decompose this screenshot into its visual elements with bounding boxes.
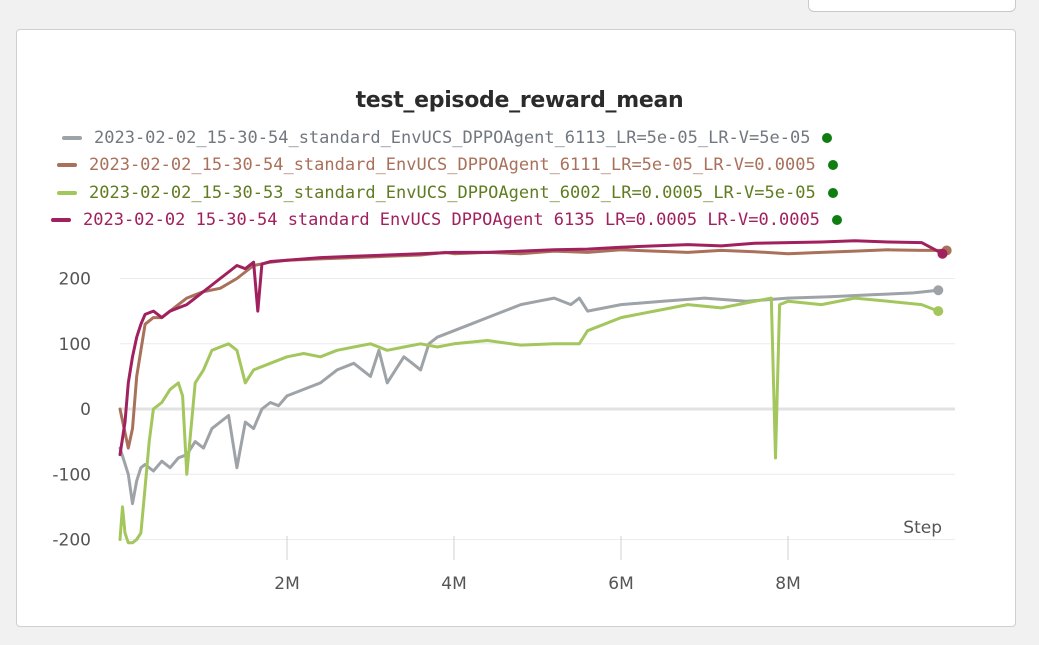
y-tick-label: 100	[59, 335, 91, 355]
legend-entry-run-6111[interactable]: 2023-02-02_15-30-54_standard_EnvUCS_DPPO…	[57, 155, 838, 175]
x-tick-label: 8M	[775, 574, 800, 594]
x-tick-label: 2M	[274, 574, 299, 594]
legend-entry-run-6002[interactable]: 2023-02-02_15-30-53_standard_EnvUCS_DPPO…	[57, 183, 838, 203]
legend-swatch-run-6135	[51, 218, 71, 222]
legend-label-run-6113: 2023-02-02_15-30-54_standard_EnvUCS_DPPO…	[94, 128, 811, 148]
series-line-3	[118, 239, 944, 457]
legend-status-dot-run-6111	[827, 160, 838, 170]
series-endpoints	[933, 245, 952, 317]
chart-legend: 2023-02-02_15-30-54_standard_EnvUCS_DPPO…	[0, 0, 1039, 240]
series-line-2	[118, 296, 940, 545]
top-tab-edge	[808, 0, 1016, 12]
x-tick-label: 4M	[441, 574, 466, 594]
series-line-1	[118, 248, 949, 450]
series-endpoint-3	[937, 248, 948, 259]
chart-title: test_episode_reward_mean	[355, 88, 684, 113]
legend-label-run-6002: 2023-02-02_15-30-53_standard_EnvUCS_DPPO…	[89, 183, 816, 203]
series-line-0	[118, 288, 940, 506]
legend-label-run-6111: 2023-02-02_15-30-54_standard_EnvUCS_DPPO…	[89, 155, 816, 175]
legend-swatch-run-6002	[57, 191, 77, 195]
legend-swatch-run-6111	[57, 163, 77, 167]
legend-entry-run-6135[interactable]: 2023-02-02 15-30-54 standard EnvUCS DPPO…	[51, 210, 842, 230]
axes: -200 -100 0 100 200 2M 4M 6M 8M Step	[52, 270, 942, 595]
legend-swatch-run-6113	[62, 136, 82, 140]
gridlines	[120, 278, 955, 540]
series-endpoint-2	[933, 306, 944, 317]
y-tick-label: 200	[59, 270, 91, 290]
legend-status-dot-run-6135	[831, 215, 842, 225]
chart-panel	[16, 29, 1016, 627]
y-tick-label: -100	[52, 465, 91, 485]
legend-label-run-6135: 2023-02-02 15-30-54 standard EnvUCS DPPO…	[83, 210, 820, 230]
legend-status-dot-run-6113	[822, 133, 833, 143]
legend-entry-run-6113[interactable]: 2023-02-02_15-30-54_standard_EnvUCS_DPPO…	[62, 128, 833, 148]
legend-status-dot-run-6002	[827, 188, 838, 198]
series-endpoint-0	[933, 285, 944, 296]
x-tick-label: 6M	[608, 574, 633, 594]
y-tick-label: -200	[52, 531, 91, 551]
series-lines	[118, 239, 949, 545]
x-axis-label: Step	[903, 518, 942, 538]
y-tick-label: 0	[80, 400, 91, 420]
